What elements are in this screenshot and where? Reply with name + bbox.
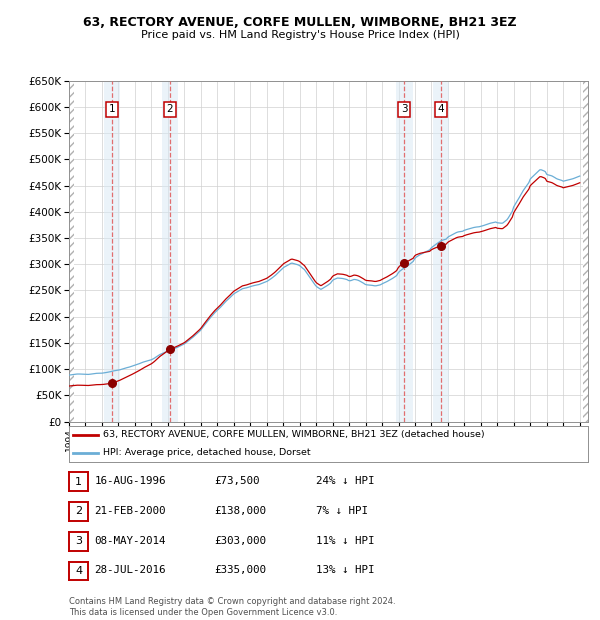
Bar bbox=[583, 81, 588, 422]
Text: 13% ↓ HPI: 13% ↓ HPI bbox=[316, 565, 374, 575]
Text: 7% ↓ HPI: 7% ↓ HPI bbox=[316, 506, 368, 516]
Text: 24% ↓ HPI: 24% ↓ HPI bbox=[316, 476, 374, 486]
Text: 28-JUL-2016: 28-JUL-2016 bbox=[94, 565, 166, 575]
Text: 3: 3 bbox=[75, 536, 82, 546]
Text: £335,000: £335,000 bbox=[214, 565, 266, 575]
Text: Contains HM Land Registry data © Crown copyright and database right 2024.
This d: Contains HM Land Registry data © Crown c… bbox=[69, 598, 395, 617]
Text: £73,500: £73,500 bbox=[214, 476, 260, 486]
Text: 63, RECTORY AVENUE, CORFE MULLEN, WIMBORNE, BH21 3EZ (detached house): 63, RECTORY AVENUE, CORFE MULLEN, WIMBOR… bbox=[103, 430, 484, 440]
Text: 3: 3 bbox=[401, 104, 407, 115]
Text: £303,000: £303,000 bbox=[214, 536, 266, 546]
Text: 16-AUG-1996: 16-AUG-1996 bbox=[94, 476, 166, 486]
Bar bbox=[69, 81, 74, 422]
Bar bbox=[396, 81, 413, 422]
Text: 4: 4 bbox=[437, 104, 444, 115]
Text: Price paid vs. HM Land Registry's House Price Index (HPI): Price paid vs. HM Land Registry's House … bbox=[140, 30, 460, 40]
Text: 63, RECTORY AVENUE, CORFE MULLEN, WIMBORNE, BH21 3EZ: 63, RECTORY AVENUE, CORFE MULLEN, WIMBOR… bbox=[83, 16, 517, 29]
Text: 2: 2 bbox=[167, 104, 173, 115]
Text: HPI: Average price, detached house, Dorset: HPI: Average price, detached house, Dors… bbox=[103, 448, 310, 458]
Text: 1: 1 bbox=[109, 104, 115, 115]
Bar bbox=[104, 81, 121, 422]
Text: 08-MAY-2014: 08-MAY-2014 bbox=[94, 536, 166, 546]
Bar bbox=[433, 81, 449, 422]
Text: 2: 2 bbox=[75, 507, 82, 516]
Text: 11% ↓ HPI: 11% ↓ HPI bbox=[316, 536, 374, 546]
Text: 1: 1 bbox=[75, 477, 82, 487]
Text: £138,000: £138,000 bbox=[214, 506, 266, 516]
Text: 21-FEB-2000: 21-FEB-2000 bbox=[94, 506, 166, 516]
Text: 4: 4 bbox=[75, 566, 82, 576]
Bar bbox=[162, 81, 178, 422]
